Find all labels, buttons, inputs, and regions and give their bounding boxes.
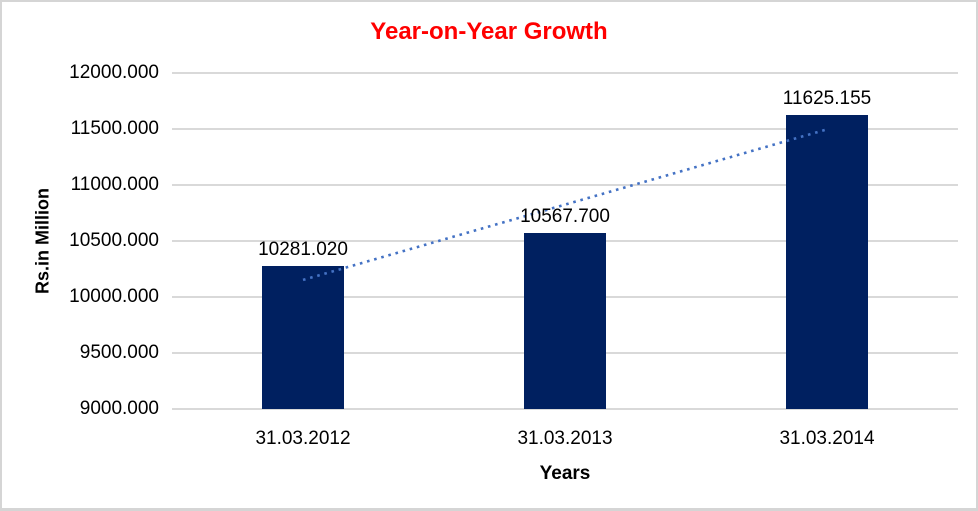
gridline <box>172 128 958 130</box>
plot-area: 10281.020 10567.700 11625.155 <box>172 72 958 410</box>
trendline <box>302 128 828 282</box>
data-label: 10567.700 <box>520 206 610 228</box>
data-label: 10281.020 <box>258 238 348 260</box>
x-axis-tick-label: 31.03.2012 <box>255 428 351 449</box>
y-axis-tick-label: 12000.000 <box>69 62 159 83</box>
y-axis-tick-label: 10000.000 <box>69 286 159 307</box>
trendline-segment <box>302 128 828 282</box>
x-axis-title: Years <box>539 463 591 484</box>
x-axis-tick-label: 31.03.2014 <box>779 428 875 449</box>
bar-31.03.2013 <box>524 233 606 409</box>
chart-title: Year-on-Year Growth <box>370 18 608 45</box>
data-label: 11625.155 <box>782 87 872 109</box>
y-axis-tick-label: 10500.000 <box>69 230 159 251</box>
y-axis-tick-label: 11000.000 <box>70 174 159 195</box>
y-axis-tick-label: 9000.000 <box>79 398 159 419</box>
bar-31.03.2014 <box>786 114 868 409</box>
bar-31.03.2012 <box>262 265 344 409</box>
y-axis-tick-label: 9500.000 <box>79 342 159 363</box>
gridline <box>172 72 958 74</box>
x-axis-tick-label: 31.03.2013 <box>517 428 613 449</box>
gridline <box>172 184 958 186</box>
gridline <box>172 408 958 410</box>
y-axis-tick-label: 11500.000 <box>70 118 159 139</box>
